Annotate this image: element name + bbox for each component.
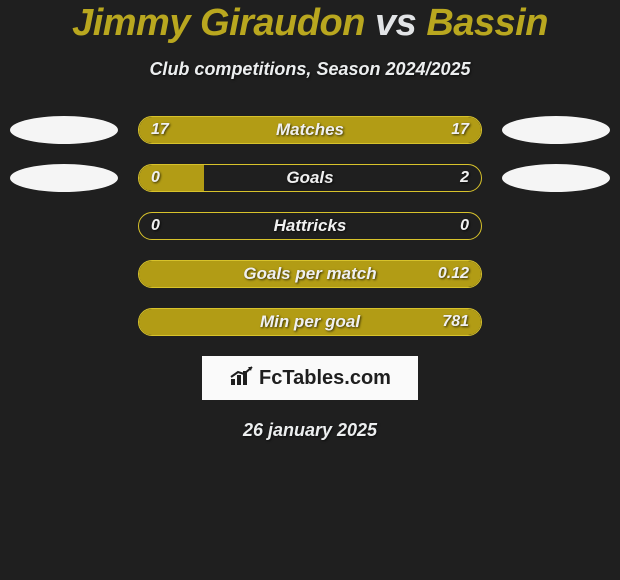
title-vs: vs [375,2,416,44]
stat-row: Min per goal 781 [0,308,620,336]
site-logo[interactable]: FcTables.com [202,356,418,400]
date-label: 26 january 2025 [0,420,620,441]
stat-label: Goals per match [243,264,376,284]
stat-right-value: 781 [442,313,469,331]
stat-bar: Goals per match 0.12 [138,260,482,288]
stat-label: Hattricks [274,216,347,236]
stat-bar: Min per goal 781 [138,308,482,336]
stat-left-value: 0 [151,169,160,187]
stat-label: Matches [276,120,344,140]
subtitle: Club competitions, Season 2024/2025 [0,59,620,80]
logo-text: FcTables.com [259,367,391,390]
title-player1: Jimmy Giraudon [72,2,365,44]
stat-right-value: 2 [460,169,469,187]
stat-right-value: 17 [451,121,469,139]
player1-marker [10,116,118,144]
stat-left-value: 0 [151,217,160,235]
player1-marker [10,164,118,192]
stat-right-value: 0 [460,217,469,235]
page-title: Jimmy Giraudon vs Bassin [0,2,620,45]
stats-area: 17 Matches 17 0 Goals 2 0 Hattricks 0 Goals per m… [0,116,620,336]
stat-bar: 0 Hattricks 0 [138,212,482,240]
stat-right-value: 0.12 [438,265,469,283]
title-player2: Bassin [426,2,548,44]
stat-row: 17 Matches 17 [0,116,620,144]
player2-marker [502,164,610,192]
player2-marker [502,116,610,144]
stat-bar: 17 Matches 17 [138,116,482,144]
stat-row: 0 Goals 2 [0,164,620,192]
chart-icon [229,365,255,392]
stat-label: Goals [286,168,333,188]
stat-label: Min per goal [260,312,360,332]
stat-left-value: 17 [151,121,169,139]
stat-row: Goals per match 0.12 [0,260,620,288]
stat-bar: 0 Goals 2 [138,164,482,192]
stat-row: 0 Hattricks 0 [0,212,620,240]
fill-left [139,165,204,191]
comparison-card: Jimmy Giraudon vs Bassin Club competitio… [0,0,620,441]
